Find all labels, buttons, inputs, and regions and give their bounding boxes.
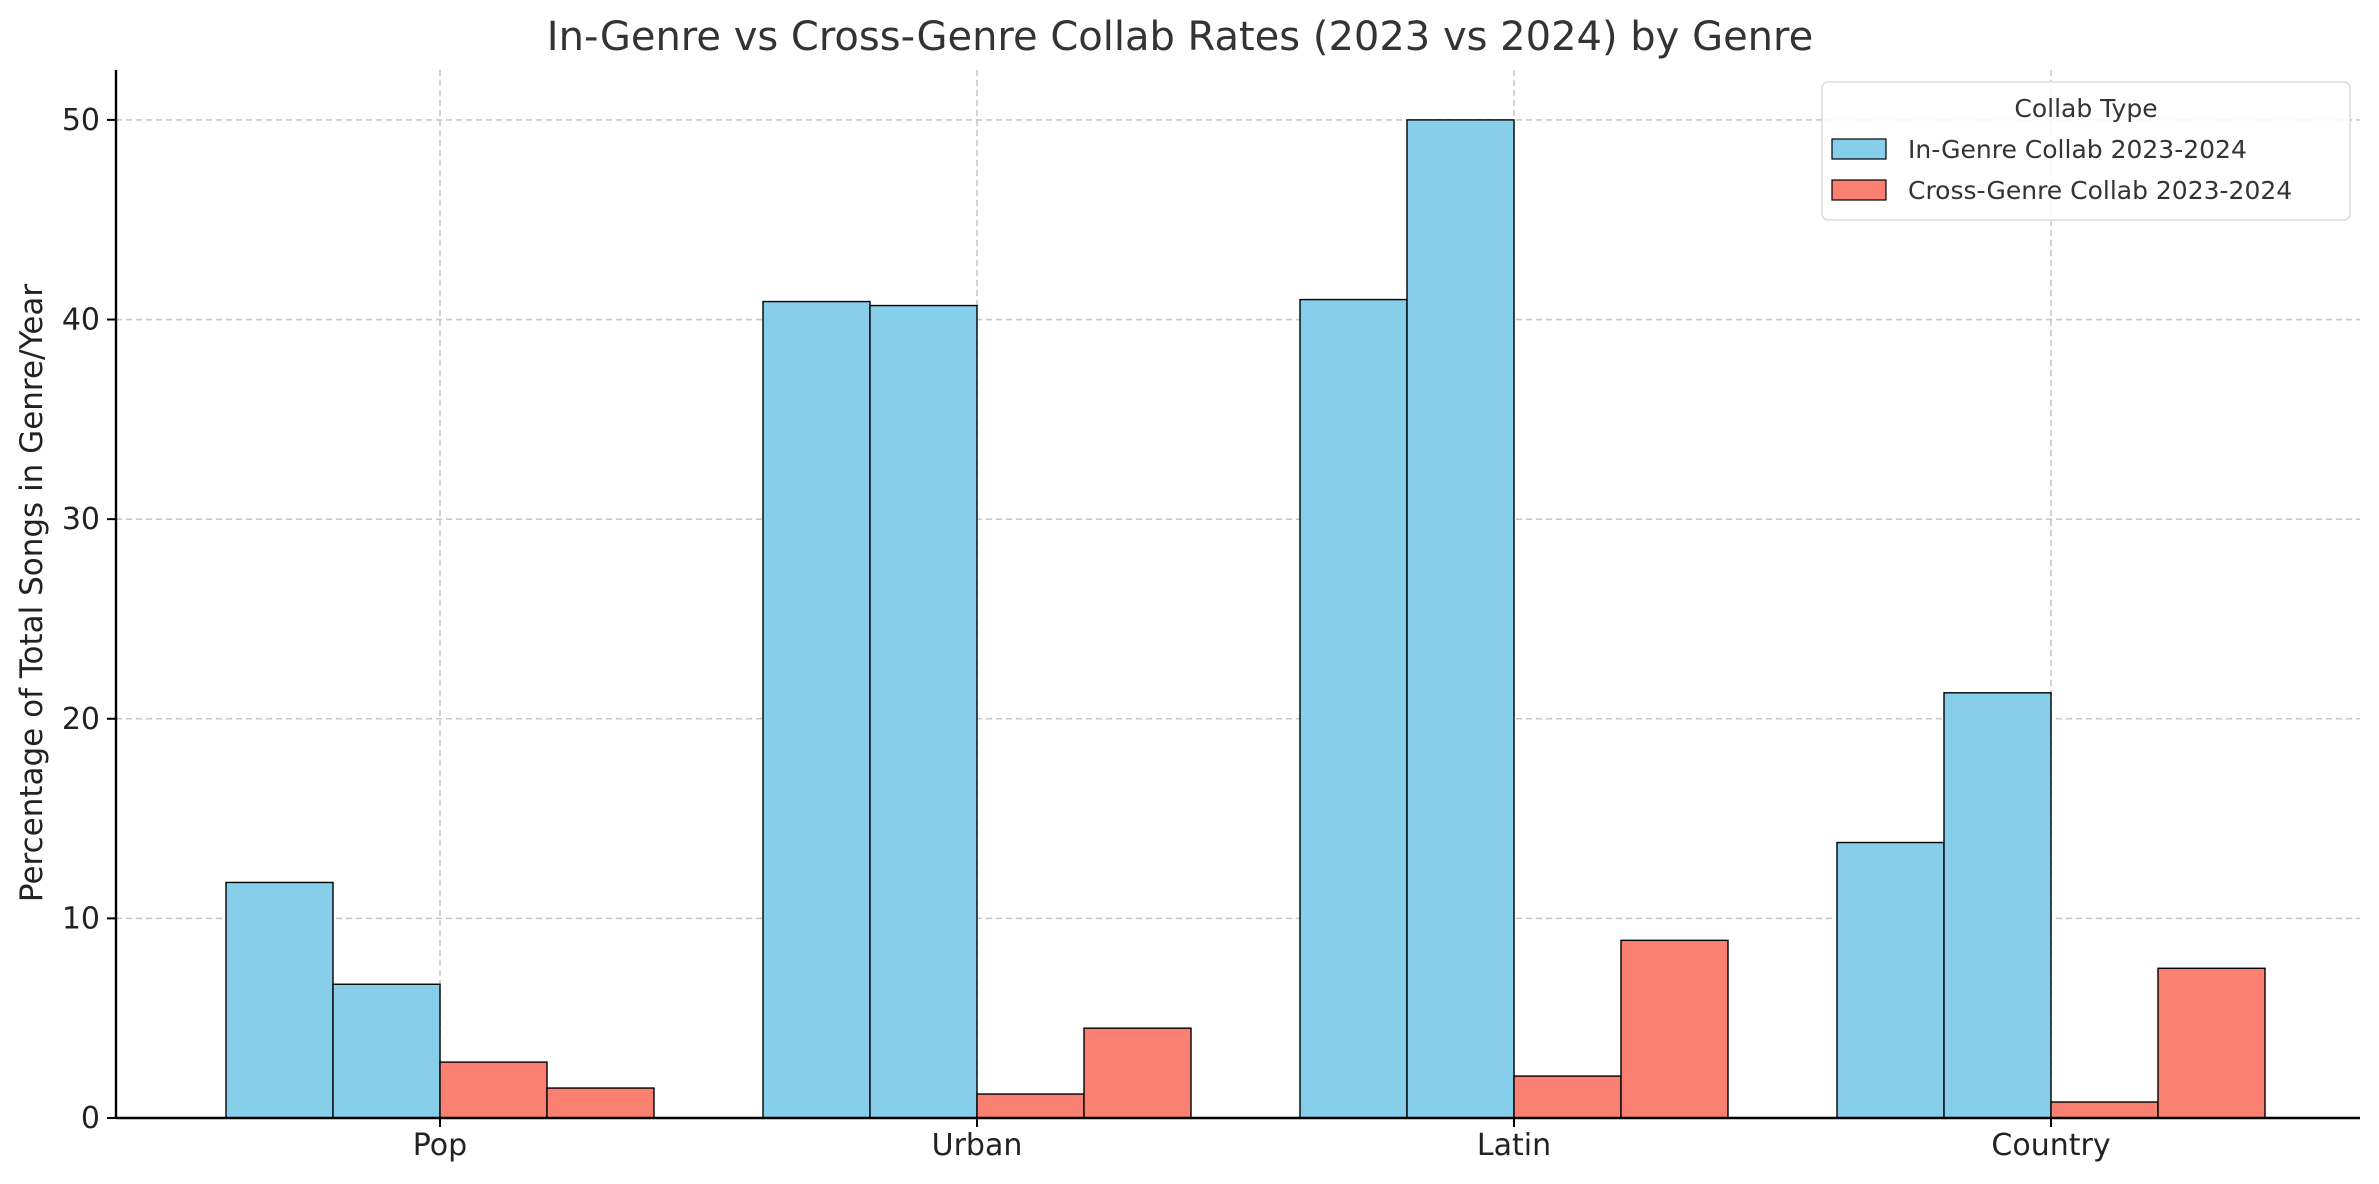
bar-country-1 <box>1943 692 2052 1119</box>
y-tick-label: 50 <box>62 103 100 138</box>
bar-pop-2 <box>439 1061 548 1119</box>
y-axis-label: Percentage of Total Songs in Genre/Year <box>14 284 50 903</box>
bar-country-0 <box>1836 841 1945 1119</box>
x-tick-label: Pop <box>413 1128 467 1163</box>
y-tick-label: 30 <box>62 502 100 537</box>
bar-urban-3 <box>1083 1027 1192 1119</box>
bar-latin-2 <box>1513 1075 1622 1119</box>
bar-urban-0 <box>762 300 871 1119</box>
bars <box>225 119 2266 1119</box>
y-tick-label: 10 <box>62 901 100 936</box>
legend-swatch <box>1831 179 1887 201</box>
axes: 0 10 20 30 40 50 Pop Urban Latin Country <box>62 70 2360 1163</box>
x-tick-label: Country <box>1991 1128 2110 1163</box>
bar-latin-3 <box>1620 939 1729 1119</box>
bar-pop-3 <box>546 1087 655 1119</box>
x-tick-label: Urban <box>932 1128 1023 1163</box>
bar-pop-0 <box>225 881 334 1119</box>
bar-country-2 <box>2050 1101 2159 1119</box>
bar-urban-1 <box>869 304 978 1119</box>
legend-swatch <box>1831 138 1887 160</box>
legend-label: Cross-Genre Collab 2023-2024 <box>1908 176 2292 205</box>
bar-country-3 <box>2157 967 2266 1119</box>
y-tick-label: 0 <box>81 1101 100 1136</box>
y-tick-label: 20 <box>62 702 100 737</box>
x-tick-label: Latin <box>1477 1128 1551 1163</box>
legend-box <box>1821 81 2351 221</box>
legend-label: In-Genre Collab 2023-2024 <box>1908 135 2247 164</box>
legend: Collab Type In-Genre Collab 2023-2024 Cros… <box>1821 81 2351 221</box>
legend-title: Collab Type <box>2014 94 2157 123</box>
bar-latin-1 <box>1406 119 1515 1119</box>
bar-urban-2 <box>976 1093 1085 1119</box>
bar-latin-0 <box>1299 298 1408 1119</box>
chart-title: In-Genre vs Cross-Genre Collab Rates (20… <box>547 14 1813 60</box>
bar-pop-1 <box>332 983 441 1119</box>
y-tick-label: 40 <box>62 303 100 338</box>
